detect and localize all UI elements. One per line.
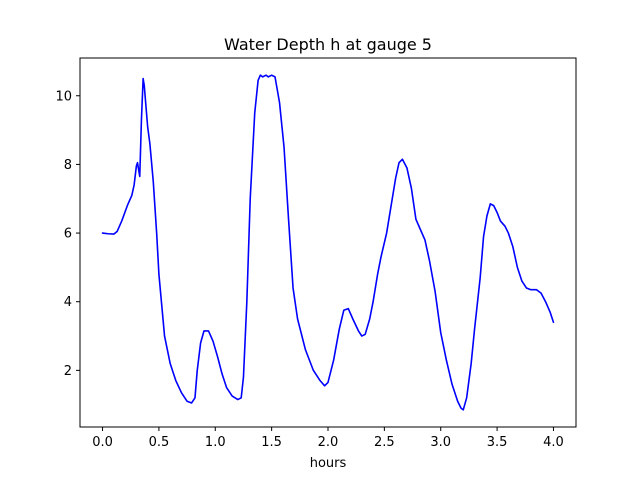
y-axis: 2 4 6 8 10 [55,89,80,379]
x-tick-label: 3.0 [430,435,451,450]
x-tick-label: 1.0 [205,435,226,450]
x-tick-label: 0.5 [149,435,170,450]
x-axis: 0.0 0.5 1.0 1.5 2.0 2.5 3.0 3.5 4.0 [92,427,564,450]
x-tick-label: 2.0 [318,435,339,450]
y-tick-label: 10 [55,89,72,104]
x-tick-label: 1.5 [261,435,282,450]
y-tick-label: 2 [64,364,72,379]
x-tick-label: 2.5 [374,435,395,450]
x-tick-label: 4.0 [543,435,564,450]
y-tick-label: 6 [64,227,72,242]
x-axis-label: hours [310,456,347,471]
chart-title: Water Depth h at gauge 5 [224,35,432,54]
x-tick-label: 3.5 [487,435,508,450]
y-tick-label: 8 [64,158,72,173]
x-tick-label: 0.0 [92,435,113,450]
series-line-0 [101,74,555,411]
y-tick-label: 4 [64,295,72,310]
